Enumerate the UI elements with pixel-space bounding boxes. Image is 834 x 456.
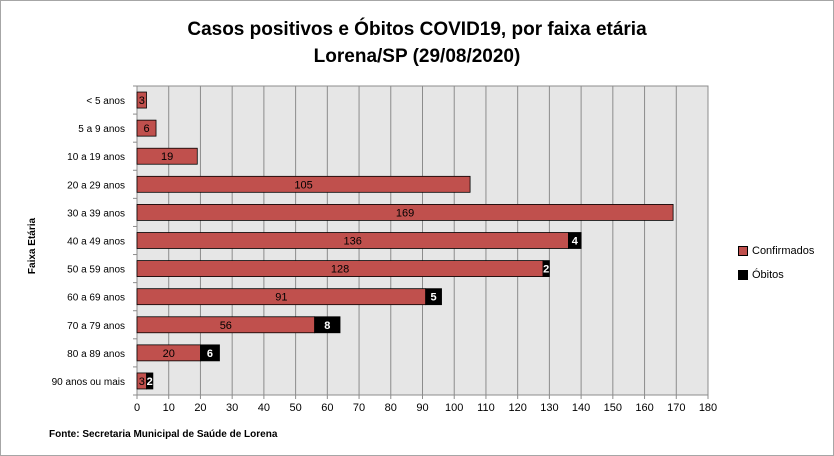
data-label-obitos: 2 xyxy=(543,264,549,276)
y-tick-label: 50 a 59 anos xyxy=(67,265,125,276)
x-tick-label: 70 xyxy=(353,402,365,414)
x-tick-label: 10 xyxy=(163,402,175,414)
x-tick-label: 110 xyxy=(477,402,495,414)
x-tick-label: 160 xyxy=(635,402,653,414)
bar-obitos xyxy=(146,372,154,390)
x-tick-label: 100 xyxy=(445,402,463,414)
legend-label-obitos: Óbitos xyxy=(752,269,784,281)
bar-obitos xyxy=(542,260,550,277)
legend: Confirmados Óbitos xyxy=(738,244,814,292)
x-tick-label: 30 xyxy=(226,402,238,414)
x-tick-label: 90 xyxy=(416,402,428,414)
data-label-obitos: 6 xyxy=(207,348,213,360)
x-tick-label: 40 xyxy=(258,402,270,414)
y-tick-label: < 5 anos xyxy=(86,96,125,107)
bar-confirmados xyxy=(136,119,157,137)
legend-item-obitos: Óbitos xyxy=(738,268,814,282)
y-tick-label: 90 anos ou mais xyxy=(52,377,125,388)
data-label-confirmados: 3 xyxy=(139,376,145,388)
data-label-obitos: 2 xyxy=(147,376,153,388)
data-label-confirmados: 3 xyxy=(139,95,145,107)
data-label-confirmados: 6 xyxy=(143,123,149,135)
y-tick-label: 60 a 69 anos xyxy=(67,293,125,304)
bar-obitos xyxy=(314,316,341,334)
y-tick-label: 40 a 49 anos xyxy=(67,237,125,248)
data-label-confirmados: 136 xyxy=(344,236,362,248)
legend-item-confirmados: Confirmados xyxy=(738,244,814,258)
data-label-confirmados: 56 xyxy=(220,320,232,332)
bar-obitos xyxy=(568,232,582,249)
y-tick-label: 20 a 29 anos xyxy=(67,180,125,191)
x-tick-label: 130 xyxy=(540,402,558,414)
bar-confirmados xyxy=(136,175,471,193)
x-tick-label: 120 xyxy=(508,402,526,414)
x-tick-label: 0 xyxy=(134,402,140,414)
bar-obitos xyxy=(425,288,442,306)
data-label-confirmados: 19 xyxy=(161,151,173,163)
x-tick-label: 50 xyxy=(289,402,301,414)
y-tick-label: 30 a 39 anos xyxy=(67,208,125,219)
y-tick-label: 70 a 79 anos xyxy=(67,321,125,332)
y-tick-label: 5 a 9 anos xyxy=(78,124,125,135)
source-note: Fonte: Secretaria Municipal de Saúde de … xyxy=(49,429,278,440)
data-label-confirmados: 169 xyxy=(396,207,414,219)
bar-confirmados xyxy=(136,147,198,165)
x-tick-label: 140 xyxy=(572,402,590,414)
bar-confirmados xyxy=(136,91,147,109)
data-label-obitos: 5 xyxy=(431,292,437,304)
legend-swatch-confirmados xyxy=(738,246,748,256)
chart-title: Casos positivos e Óbitos COVID19, por fa… xyxy=(187,19,647,40)
x-tick-label: 180 xyxy=(699,402,717,414)
y-tick-label: 10 a 19 anos xyxy=(67,152,125,163)
x-tick-label: 80 xyxy=(385,402,397,414)
y-tick-label: 80 a 89 anos xyxy=(67,349,125,360)
data-label-obitos: 4 xyxy=(572,236,579,248)
legend-label-confirmados: Confirmados xyxy=(752,245,815,257)
data-label-confirmados: 91 xyxy=(275,292,287,304)
data-label-confirmados: 128 xyxy=(331,264,349,276)
legend-swatch-obitos xyxy=(738,270,748,280)
bar-confirmados xyxy=(136,204,674,221)
chart-subtitle: Lorena/SP (29/08/2020) xyxy=(313,46,521,67)
data-label-confirmados: 20 xyxy=(163,348,175,360)
x-tick-label: 20 xyxy=(194,402,206,414)
data-label-obitos: 8 xyxy=(324,320,330,332)
data-label-confirmados: 105 xyxy=(294,179,312,191)
x-tick-label: 150 xyxy=(604,402,622,414)
x-tick-label: 60 xyxy=(321,402,333,414)
x-tick-label: 170 xyxy=(667,402,685,414)
bar-obitos xyxy=(200,344,220,362)
